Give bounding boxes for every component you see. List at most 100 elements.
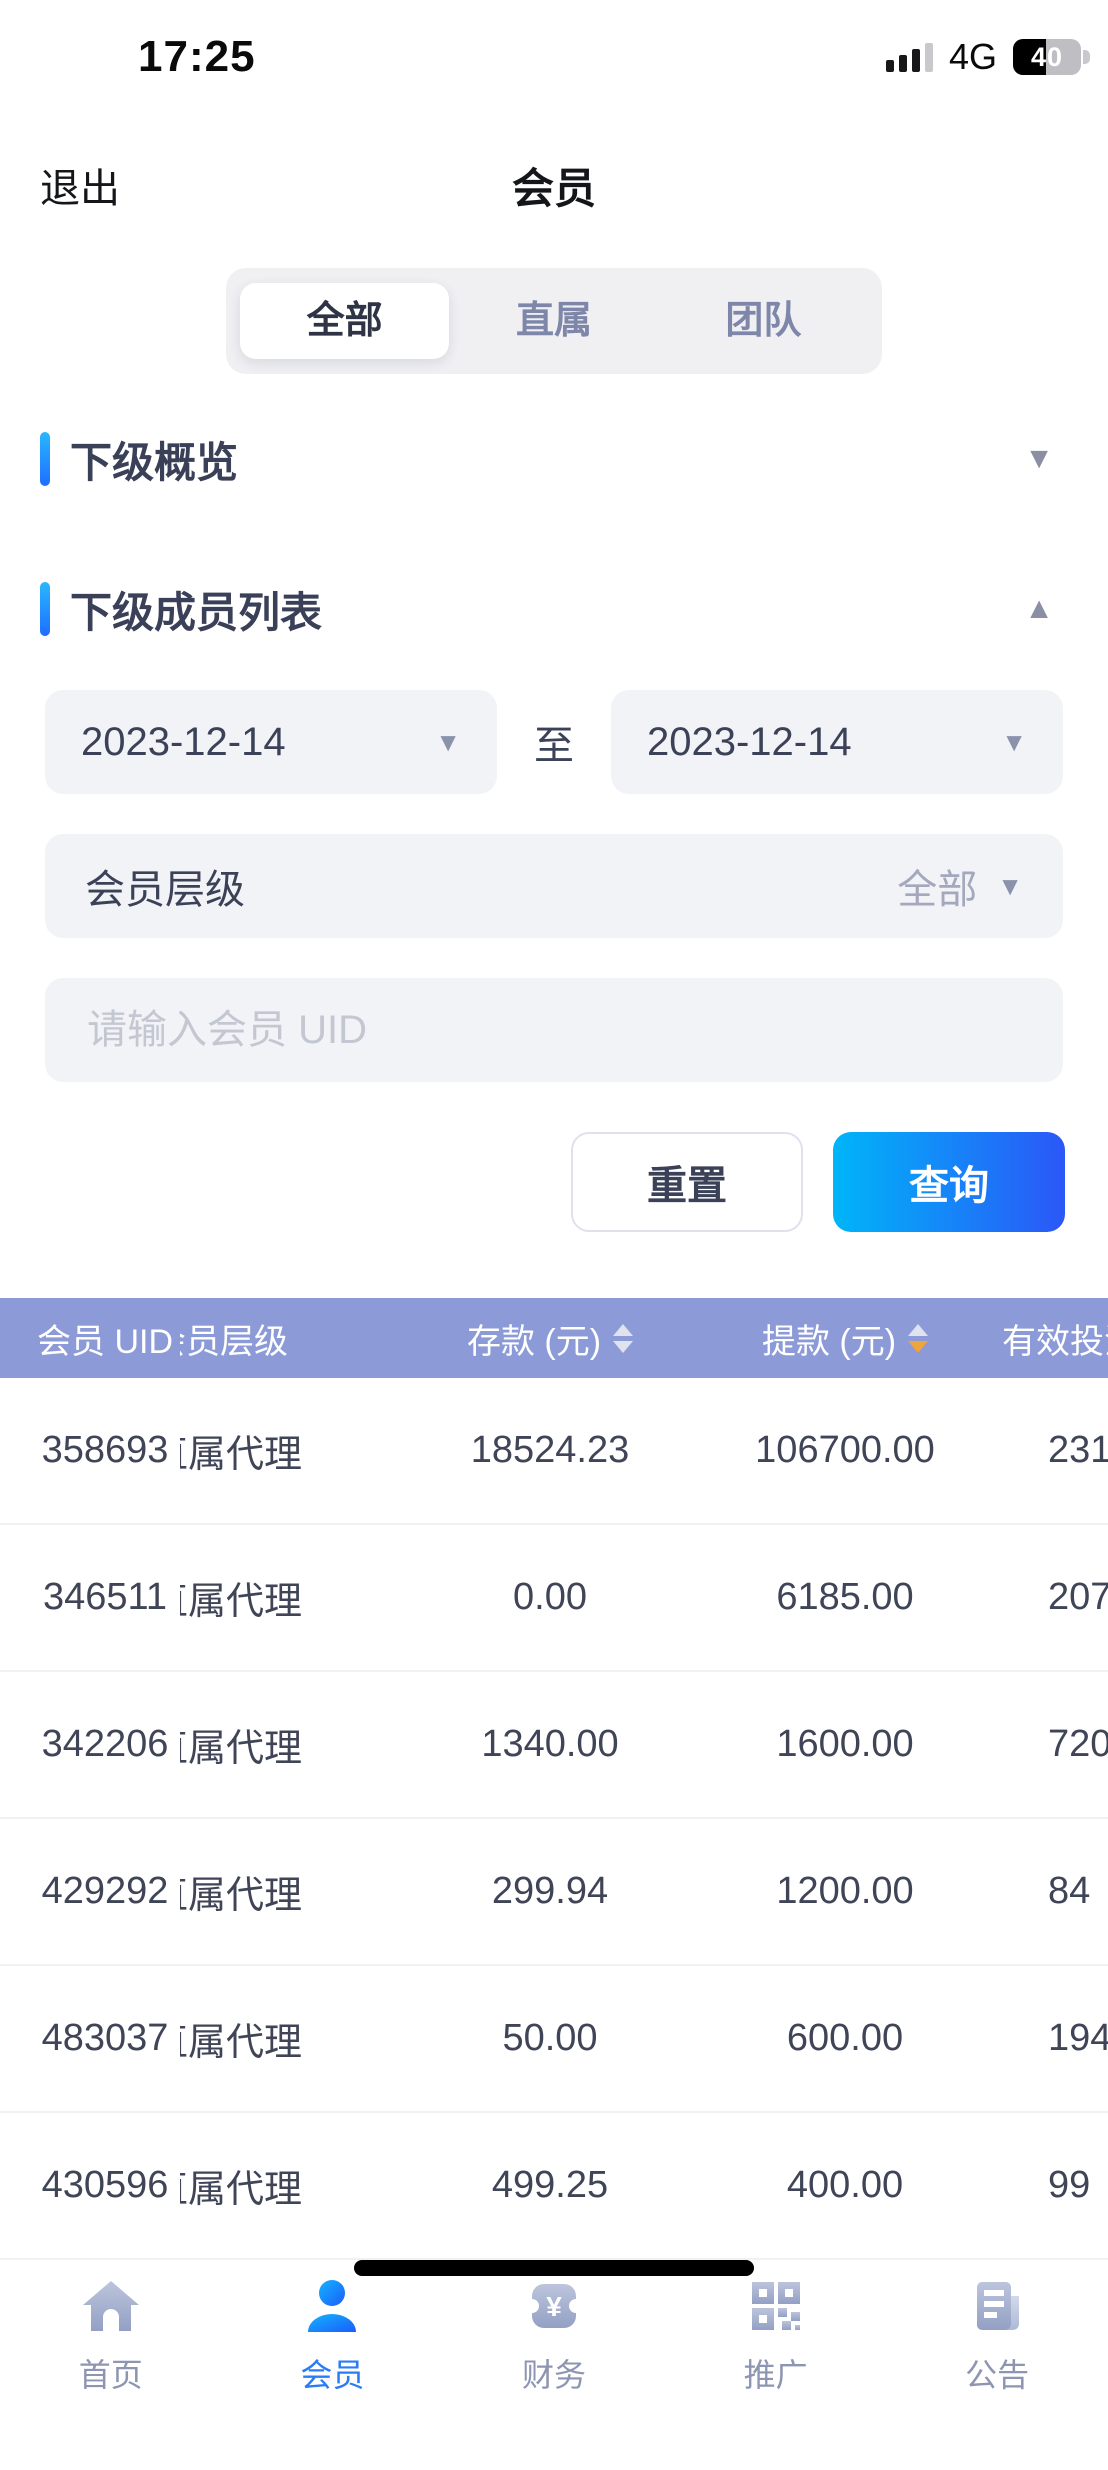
column-header-level: 会员层级 [180, 1322, 288, 1361]
nav-item-finance[interactable]: ¥ 财务 [443, 2276, 665, 2470]
collapse-caret-icon[interactable]: ▼ [1024, 442, 1054, 475]
cell-deposit: 0.00 [513, 1576, 587, 1618]
table-row[interactable]: 346511 直属代理 0.00 6185.00 207 [0, 1525, 1108, 1672]
app-header: 退出 会员 [0, 130, 1108, 240]
query-button[interactable]: 查询 [833, 1132, 1065, 1232]
home-indicator[interactable] [354, 2260, 754, 2276]
nav-item-home[interactable]: 首页 [0, 2276, 222, 2470]
date-to-picker[interactable]: 2023-12-14 ▼ [611, 690, 1063, 794]
date-from-value: 2023-12-14 [81, 719, 286, 764]
status-icons: 4G 40 [885, 36, 1090, 78]
member-level-value: 全部 [897, 868, 978, 912]
section-overview-title: 下级概览 [70, 438, 239, 486]
tab-team[interactable]: 团队 [725, 300, 802, 342]
cell-withdraw: 106700.00 [755, 1429, 935, 1471]
cell-withdraw: 1200.00 [776, 1870, 914, 1912]
tab-direct[interactable]: 直属 [515, 300, 592, 342]
uid-input[interactable] [85, 1006, 1023, 1054]
date-to-value: 2023-12-14 [647, 719, 852, 764]
column-header-bets: 有效投注 [1002, 1322, 1108, 1361]
table-row[interactable]: 429292 直属代理 299.94 1200.00 84 [0, 1819, 1108, 1966]
date-separator-label: 至 [534, 724, 574, 768]
cell-deposit: 299.94 [491, 1870, 609, 1912]
battery-cap [1083, 50, 1090, 64]
section-accent-bar [40, 582, 50, 636]
uid-search-field[interactable] [45, 978, 1063, 1082]
section-member-list-title: 下级成员列表 [70, 588, 323, 636]
member-level-select[interactable]: 会员层级 全部 ▼ [45, 834, 1063, 938]
exit-button[interactable]: 退出 [40, 167, 120, 211]
date-from-picker[interactable]: 2023-12-14 ▼ [45, 690, 497, 794]
svg-text:¥: ¥ [546, 2291, 562, 2322]
column-header-uid: 会员 UID [37, 1322, 173, 1361]
battery-percent: 40 [1030, 41, 1064, 72]
clock: 17:25 [138, 32, 256, 81]
reset-button[interactable]: 重置 [571, 1132, 803, 1232]
cell-deposit: 499.25 [491, 2164, 609, 2206]
qr-icon [751, 2282, 800, 2330]
cell-deposit: 18524.23 [470, 1429, 630, 1471]
cell-uid: 342206 [41, 1723, 169, 1765]
battery-fill [1013, 39, 1046, 75]
table-header: 会员 UID 会员层级 存款 (元) 提款 (元) 有效投注 [0, 1298, 1108, 1378]
cell-uid: 429292 [41, 1870, 169, 1912]
chevron-down-icon: ▼ [1001, 726, 1027, 757]
status-bar: 17:25 4G 40 [0, 0, 1108, 100]
finance-icon: ¥ [524, 2284, 583, 2328]
cell-bets: 194 [1048, 2017, 1108, 2059]
nav-item-promotion[interactable]: 推广 [665, 2276, 887, 2470]
scope-tabs: 全部 直属 团队 [226, 268, 882, 374]
cell-bets: 84 [1048, 1870, 1091, 1912]
network-type: 4G [948, 36, 997, 77]
battery-icon: 40 [1013, 39, 1090, 75]
cell-uid: 358693 [41, 1429, 169, 1471]
nav-label-promotion: 推广 [743, 2357, 808, 2393]
announcement-icon [977, 2282, 1020, 2330]
home-icon [82, 2281, 139, 2331]
column-header-deposit[interactable]: 存款 (元) [400, 1314, 700, 1363]
cell-bets: 720 [1048, 1723, 1108, 1765]
cell-uid: 430596 [41, 2164, 169, 2206]
page-title: 会员 [511, 164, 596, 212]
table-row-partial[interactable]: 430596 直属代理 499.25 400.00 99 [0, 2113, 1108, 2260]
cell-withdraw: 6185.00 [776, 1576, 914, 1618]
cell-bets: 207 [1048, 1576, 1108, 1618]
member-level-label: 会员层级 [85, 868, 245, 912]
nav-label-finance: 财务 [521, 2357, 586, 2393]
date-range-row: 2023-12-14 ▼ 至 2023-12-14 ▼ [45, 690, 1063, 794]
filter-actions: 重置 查询 [43, 1132, 1065, 1232]
nav-label-member: 会员 [300, 2357, 365, 2393]
cell-level: 直属代理 [180, 1581, 303, 1623]
section-member-list[interactable]: 下级成员列表 ▲ [40, 564, 1068, 654]
bottom-nav: 首页 会员 ¥ 财务 [0, 2260, 1108, 2470]
cell-withdraw: 600.00 [786, 2017, 904, 2059]
cell-deposit: 1340.00 [481, 1723, 619, 1765]
tab-all[interactable]: 全部 [240, 283, 450, 359]
nav-label-home: 首页 [78, 2357, 143, 2393]
section-overview[interactable]: 下级概览 ▼ [40, 414, 1068, 504]
cell-deposit: 50.00 [502, 2017, 598, 2059]
column-header-withdraw[interactable]: 提款 (元) [700, 1314, 990, 1363]
sort-icon-desc-active[interactable] [908, 1323, 929, 1353]
table-row[interactable]: 342206 直属代理 1340.00 1600.00 720 [0, 1672, 1108, 1819]
member-table: 会员 UID 会员层级 存款 (元) 提款 (元) 有效投注 358693 直属… [0, 1298, 1108, 2260]
cell-bets: 99 [1048, 2164, 1091, 2206]
nav-label-announcement: 公告 [965, 2357, 1030, 2393]
cell-withdraw: 1600.00 [776, 1723, 914, 1765]
sort-icon[interactable] [613, 1323, 634, 1353]
cell-level: 直属代理 [180, 1434, 303, 1476]
filter-panel: 2023-12-14 ▼ 至 2023-12-14 ▼ 会员层级 全部 ▼ [45, 690, 1063, 1082]
expand-caret-icon[interactable]: ▲ [1024, 592, 1054, 625]
cell-level: 直属代理 [180, 2022, 303, 2064]
cell-level: 直属代理 [180, 1875, 303, 1917]
cell-withdraw: 400.00 [786, 2164, 904, 2206]
cell-level: 直属代理 [180, 1728, 303, 1770]
cell-uid: 483037 [41, 2017, 169, 2059]
nav-item-announcement[interactable]: 公告 [886, 2276, 1108, 2470]
chevron-down-icon: ▼ [997, 870, 1023, 901]
section-accent-bar [40, 432, 50, 486]
nav-item-member[interactable]: 会员 [222, 2276, 444, 2470]
table-row[interactable]: 483037 直属代理 50.00 600.00 194 [0, 1966, 1108, 2113]
